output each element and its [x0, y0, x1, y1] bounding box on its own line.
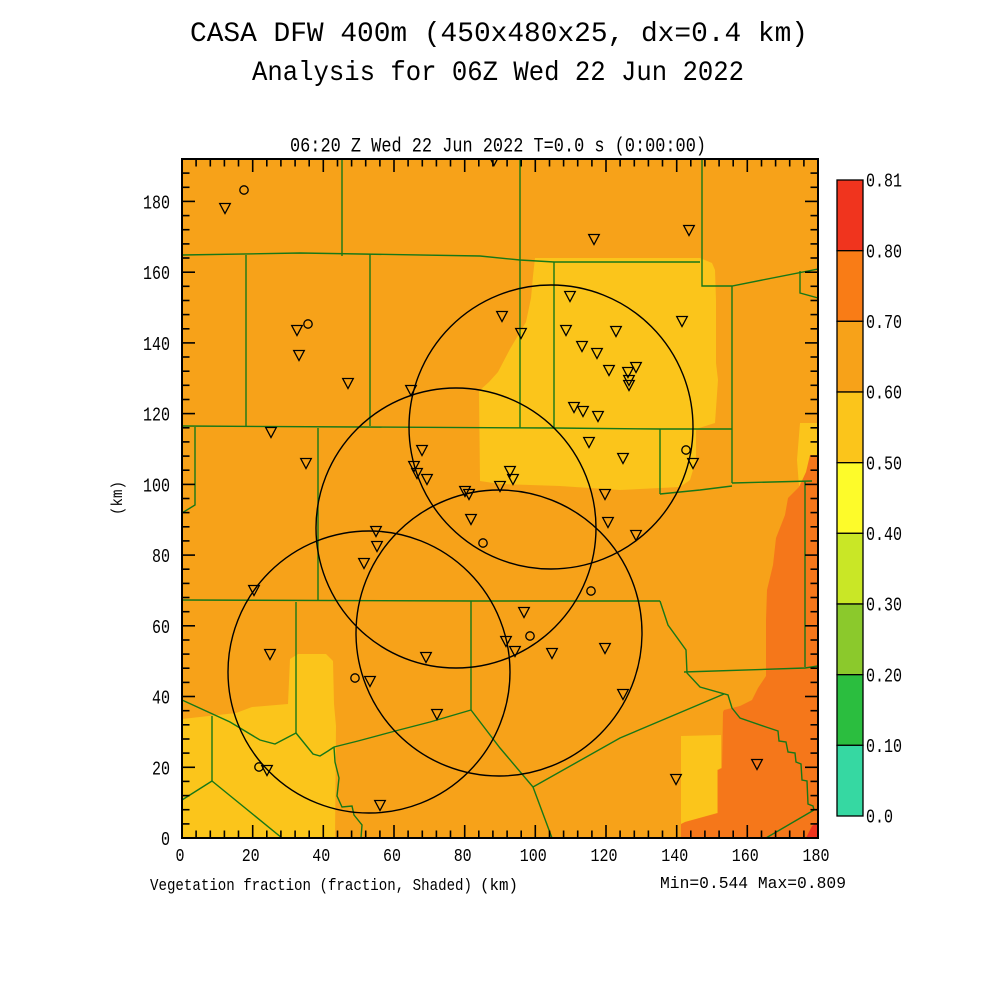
svg-text:(km): (km): [480, 877, 518, 896]
svg-text:40: 40: [152, 688, 170, 710]
svg-text:0.30: 0.30: [866, 595, 902, 617]
svg-text:0: 0: [161, 829, 170, 851]
svg-text:60: 60: [152, 617, 170, 639]
svg-text:0.81: 0.81: [866, 171, 902, 193]
svg-text:160: 160: [143, 263, 170, 285]
svg-text:60: 60: [383, 847, 401, 867]
svg-text:20: 20: [242, 847, 260, 867]
svg-text:0.80: 0.80: [866, 241, 902, 263]
svg-text:80: 80: [152, 546, 170, 568]
svg-text:0.70: 0.70: [866, 312, 902, 334]
svg-text:180: 180: [143, 192, 170, 214]
svg-text:160: 160: [732, 847, 759, 867]
svg-text:0.50: 0.50: [866, 453, 902, 475]
svg-text:0: 0: [176, 847, 185, 867]
svg-text:100: 100: [520, 847, 547, 867]
svg-text:Vegetation fraction (fraction,: Vegetation fraction (fraction, Shaded): [150, 877, 472, 896]
svg-text:140: 140: [661, 847, 688, 867]
svg-text:06:20 Z Wed 22 Jun 2022 T=0.: 06:20 Z Wed 22 Jun 2022 T=0.0 s (0:00:00…: [290, 136, 706, 159]
svg-text:20: 20: [152, 758, 170, 780]
svg-text:140: 140: [143, 334, 170, 356]
svg-text:40: 40: [312, 847, 330, 867]
svg-text:CASA DFW 400m (450x480x25, dx=: CASA DFW 400m (450x480x25, dx=0.4 km): [190, 19, 808, 50]
svg-text:120: 120: [143, 405, 170, 427]
svg-text:(km): (km): [109, 481, 127, 515]
svg-text:Min=0.544 Max=0.809: Min=0.544 Max=0.809: [660, 875, 846, 894]
svg-text:100: 100: [143, 475, 170, 497]
svg-text:120: 120: [591, 847, 618, 867]
svg-text:0.10: 0.10: [866, 736, 902, 758]
svg-text:Analysis for 06Z Wed 22 Jun 20: Analysis for 06Z Wed 22 Jun 2022: [252, 58, 744, 89]
svg-text:0.0: 0.0: [866, 807, 893, 829]
svg-text:0.60: 0.60: [866, 383, 902, 405]
svg-text:180: 180: [803, 847, 830, 867]
svg-text:80: 80: [454, 847, 472, 867]
svg-text:0.40: 0.40: [866, 524, 902, 546]
svg-text:0.20: 0.20: [866, 665, 902, 687]
